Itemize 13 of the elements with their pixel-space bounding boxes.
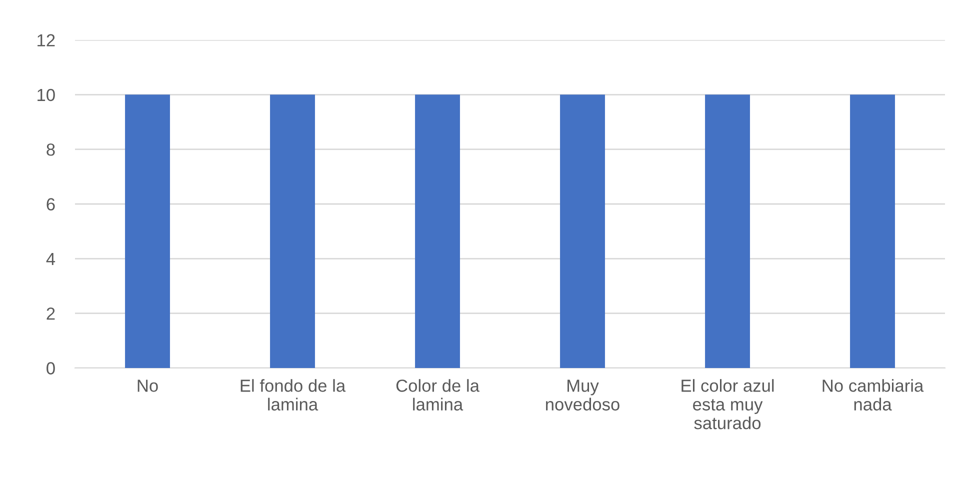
x-tick-label: Muy novedoso	[546, 380, 620, 411]
y-tick-label: 6	[46, 198, 55, 210]
x-tick-label: No cambiaria nada	[822, 379, 924, 411]
y-tick-label: 2	[46, 308, 55, 320]
y-tick-label: 0	[46, 362, 55, 374]
y-tick-label: 10	[38, 88, 55, 102]
y-tick-label: 8	[46, 144, 55, 156]
y-tick-label: 12	[38, 34, 55, 46]
x-tick-label: El fondo de la lamina	[240, 379, 346, 411]
x-tick-label: El color azul esta muy saturado	[682, 379, 774, 430]
x-tick-label: Color de la lamina	[396, 379, 480, 411]
x-tick-label: No	[138, 380, 158, 392]
y-tick-label: 4	[46, 253, 56, 265]
